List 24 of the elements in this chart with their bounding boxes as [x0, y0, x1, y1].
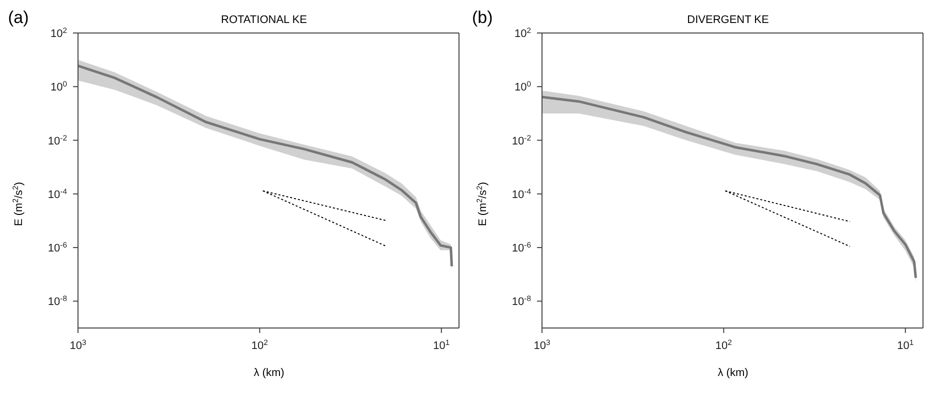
- x-tick-label: 10$^{1}$: [897, 338, 914, 352]
- y-tick-label: 10$^{-4}$: [512, 186, 532, 201]
- y-tick-label: 10$^{0}$: [514, 79, 531, 94]
- chart-title: ROTATIONAL KE: [220, 14, 308, 26]
- y-tick-label: 10$^{-2}$: [512, 132, 531, 148]
- x-tick-label: 10$^{3}$: [534, 338, 550, 352]
- chart-title: DIVERGENT KE: [686, 14, 770, 26]
- x-axis-title: λ (km): [718, 367, 748, 379]
- y-tick-label: 10$^{-4}$: [48, 186, 68, 201]
- y-tick-label: 10$^{2}$: [514, 26, 531, 40]
- y-tick-label: 10$^{-6}$: [512, 240, 531, 255]
- y-tick-label: 10$^{-6}$: [48, 240, 67, 255]
- x-tick-label: 10$^{2}$: [251, 338, 268, 352]
- y-tick-label: 10$^{0}$: [50, 79, 67, 94]
- y-tick-label: 10$^{2}$: [50, 26, 67, 40]
- x-tick-label: 10$^{2}$: [715, 338, 732, 352]
- text: (b): [472, 8, 493, 27]
- y-tick-label: 10$^{-8}$: [512, 294, 531, 308]
- y-tick-label: 10$^{-8}$: [48, 294, 67, 308]
- x-tick-label: 10$^{3}$: [70, 338, 86, 352]
- y-tick-label: 10$^{-2}$: [48, 132, 67, 148]
- x-axis-title: λ (km): [254, 367, 284, 379]
- x-tick-label: 10$^{1}$: [433, 338, 450, 352]
- text: (a): [8, 8, 29, 27]
